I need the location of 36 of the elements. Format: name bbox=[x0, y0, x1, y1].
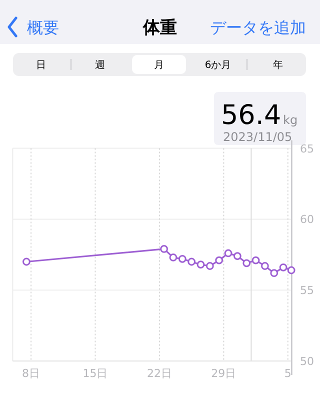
text: 2023/11/05 bbox=[223, 130, 292, 144]
text: データを追加 bbox=[210, 18, 306, 37]
point bbox=[252, 256, 260, 264]
x-tick-label: 8日 bbox=[22, 367, 40, 380]
point bbox=[260, 262, 269, 270]
text: kg bbox=[283, 113, 298, 127]
y-tick-label: 50 bbox=[300, 355, 314, 368]
text: 年 bbox=[273, 59, 283, 71]
text: 月 bbox=[154, 60, 164, 71]
text: 概要 bbox=[27, 18, 59, 37]
y-tick-label: 65 bbox=[300, 142, 314, 156]
point bbox=[188, 258, 196, 266]
point bbox=[233, 252, 242, 260]
point bbox=[169, 254, 178, 262]
point bbox=[270, 269, 278, 278]
x-tick-label: 15日 bbox=[82, 367, 108, 380]
x-tick-label: 5 bbox=[284, 367, 292, 380]
point bbox=[215, 256, 224, 264]
chart-title: 体重 bbox=[142, 18, 177, 38]
point bbox=[242, 259, 251, 268]
x-tick-label: 22日 bbox=[146, 367, 172, 380]
text: 週 bbox=[95, 60, 105, 71]
point bbox=[22, 258, 30, 266]
point bbox=[178, 254, 186, 263]
y-tick-label: 60 bbox=[300, 213, 314, 226]
point bbox=[206, 262, 214, 270]
y-tick-label: 55 bbox=[300, 284, 314, 298]
text: 6か月 bbox=[204, 60, 232, 71]
text: 日 bbox=[36, 60, 46, 71]
point bbox=[160, 245, 168, 253]
text: 56.4 bbox=[221, 100, 282, 131]
point bbox=[279, 263, 288, 272]
x-tick-label: 29日 bbox=[211, 367, 236, 380]
point bbox=[196, 260, 205, 269]
point bbox=[224, 249, 232, 258]
point bbox=[287, 266, 296, 274]
